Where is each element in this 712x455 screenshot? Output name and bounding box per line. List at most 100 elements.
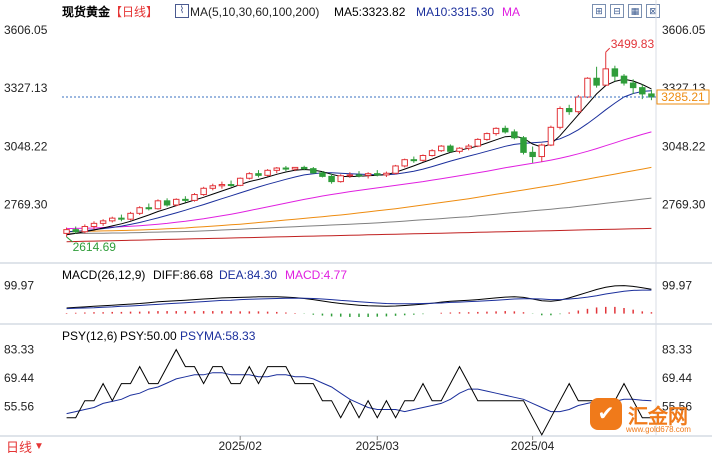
candle-body (90, 222, 98, 227)
candle-body (182, 198, 189, 201)
macd-params: MACD(26,12,9) (62, 268, 146, 282)
candle-body (364, 173, 372, 176)
psy-y-tick-left: 55.56 (4, 399, 34, 413)
candle-body (428, 150, 436, 157)
candle-body (492, 127, 500, 135)
candle-body (200, 187, 207, 196)
candle-body (337, 175, 344, 183)
ma-more: MA (502, 5, 520, 19)
chart-icon[interactable]: ⌇ (175, 4, 189, 18)
psy-y-tick-right: 69.44 (662, 371, 692, 385)
y-tick-left: 2769.30 (4, 198, 48, 212)
zoom-out-icon[interactable]: ⊟ (610, 4, 624, 18)
low-label: 2614.69 (73, 240, 117, 254)
candle-body (209, 185, 217, 189)
candle-body (511, 131, 518, 139)
candle-body (447, 145, 454, 152)
candle-body (72, 229, 79, 233)
x-tick-label: 2025/04 (511, 439, 555, 453)
macd-diff: DIFF:86.68 (153, 268, 214, 282)
ma10-line (66, 90, 652, 233)
candle-body (109, 217, 116, 222)
candle-body (547, 126, 555, 146)
candle-body (629, 82, 637, 89)
psyma-value: PSYMA:58.33 (180, 329, 256, 343)
candle-body (611, 68, 619, 77)
candle-body (556, 108, 564, 128)
psy-y-tick-right: 83.33 (662, 343, 692, 357)
high-pointer (605, 47, 611, 53)
y-tick-left: 3048.22 (4, 139, 48, 153)
psy-params: PSY(12,6) (62, 329, 118, 343)
candle-body (529, 151, 536, 158)
candle-body (438, 145, 445, 152)
candle-body (319, 172, 326, 177)
candle-body (127, 212, 134, 220)
psy-value: PSY:50.00 (120, 329, 177, 343)
candle-body (300, 166, 308, 170)
high-label: 3499.83 (611, 37, 655, 51)
candle-body (118, 217, 125, 220)
ma60-line (66, 166, 652, 233)
candle-body (273, 167, 280, 171)
chevron-down-icon[interactable]: ▼ (34, 441, 44, 452)
candle-body (264, 169, 271, 176)
watermark: ✔ 汇金网 www.gold678.com (590, 398, 708, 438)
candle-body (236, 177, 244, 186)
candle-body (465, 145, 472, 149)
candle-body (456, 147, 463, 152)
psy-y-tick-left: 69.44 (4, 371, 34, 385)
zoom-in-icon[interactable]: ⊞ (592, 4, 606, 18)
macd-diff-line (66, 285, 652, 309)
candle-body (593, 77, 600, 86)
ma100-line (66, 197, 652, 234)
macd-y-tick-right: 99.97 (662, 279, 692, 293)
candle-body (291, 166, 299, 170)
candle-body (501, 127, 509, 133)
candle-body (419, 155, 427, 161)
candle-body (346, 174, 354, 177)
candle-body (154, 200, 162, 210)
psy-y-tick-left: 83.33 (4, 343, 34, 357)
y-tick-right: 3048.22 (662, 139, 706, 153)
y-tick-right: 2769.30 (662, 198, 706, 212)
macd-dea: DEA:84.30 (219, 268, 278, 282)
candle-body (310, 168, 317, 174)
candle-body (474, 138, 482, 147)
candle-body (584, 77, 591, 98)
macd-value: MACD:4.77 (285, 268, 348, 282)
candle-body (520, 137, 527, 153)
watermark-url: www.gold678.com (626, 425, 691, 434)
candle-body (145, 207, 153, 210)
ma10-value: MA10:3315.30 (416, 5, 495, 19)
candle-body (218, 184, 226, 187)
macd-dea-line (66, 289, 652, 310)
candle-body (538, 144, 546, 158)
candle-body (81, 225, 89, 233)
y-tick-right: 3606.05 (662, 23, 706, 37)
candle-body (172, 198, 180, 206)
period-label[interactable]: 【日线】 (110, 5, 159, 19)
candle-body (575, 96, 582, 113)
ma5-value: MA5:3323.82 (334, 5, 406, 19)
candle-body (136, 207, 143, 214)
x-tick-label: 2025/03 (356, 439, 400, 453)
candle-body (191, 194, 198, 201)
current-price-label: 3285.21 (661, 90, 705, 104)
candle-body (602, 68, 609, 86)
candle-body (163, 200, 171, 206)
bottom-period-label[interactable]: 日线 (6, 440, 33, 455)
psy-line (66, 348, 652, 436)
x-tick-label: 2025/02 (219, 439, 263, 453)
grid-icon[interactable]: ▦ (628, 4, 642, 18)
current-price-box (656, 89, 710, 105)
macd-y-tick-left: 99.97 (4, 279, 34, 293)
candle-body (565, 108, 573, 113)
candle-body (63, 229, 70, 234)
candle-body (392, 165, 399, 174)
candle-body (620, 75, 628, 84)
y-tick-left: 3606.05 (4, 23, 48, 37)
candle-body (282, 167, 290, 170)
